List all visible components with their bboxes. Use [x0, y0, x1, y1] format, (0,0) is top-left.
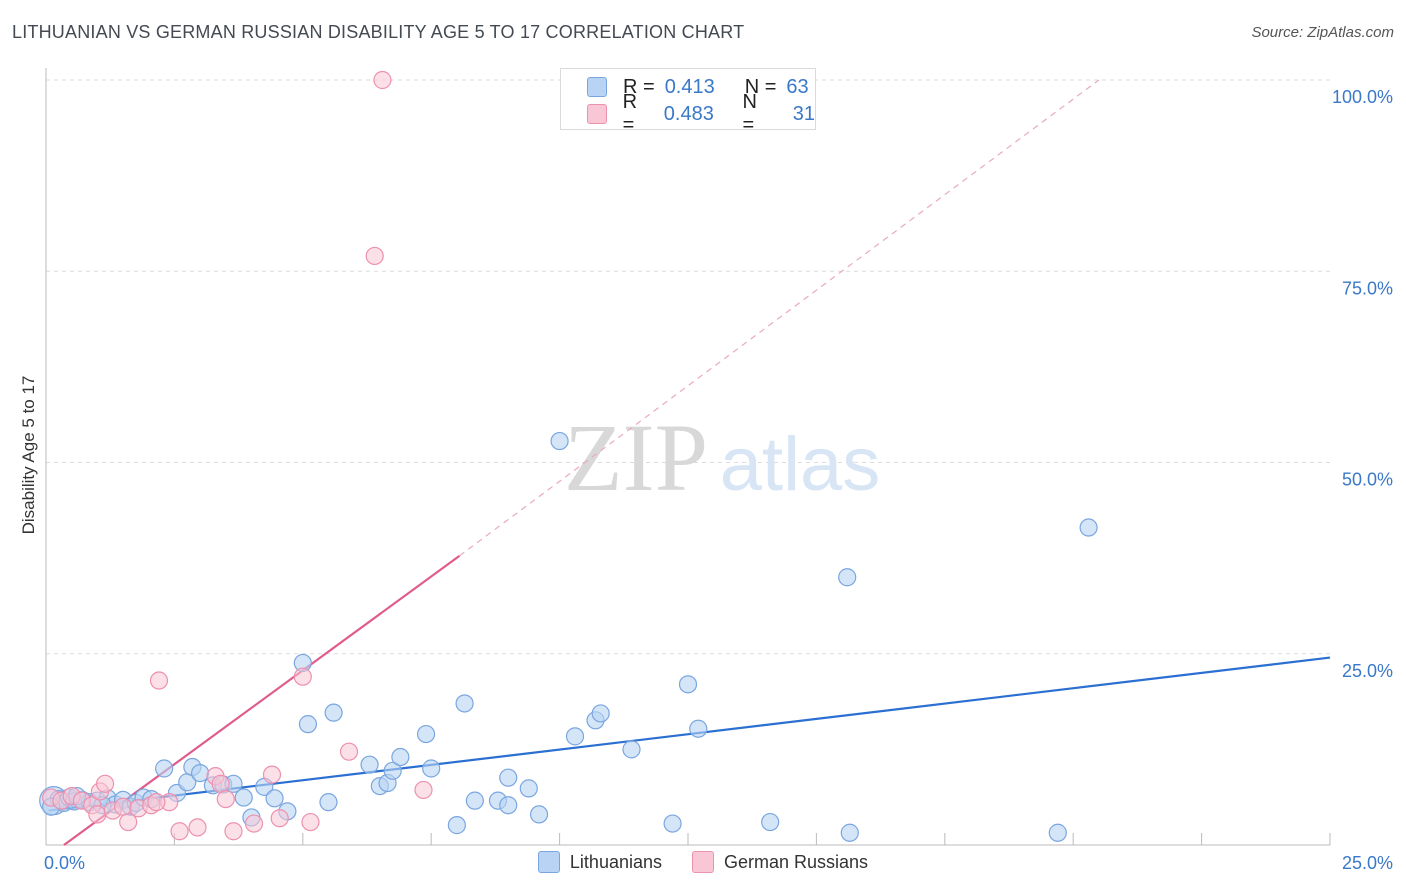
legend-row-lithuanians: R = 0.413 N = 63: [587, 74, 809, 100]
legend-item-lithuanians: Lithuanians: [538, 851, 662, 873]
grid-lines: [46, 80, 1330, 654]
watermark-zip: ZIP: [564, 404, 708, 511]
y-tick-label: 100.0%: [1332, 87, 1393, 107]
point-lithuanians: [531, 806, 548, 823]
series-legend: Lithuanians German Russians: [0, 851, 1406, 873]
point-german-russians: [148, 794, 165, 811]
point-german-russians: [171, 823, 188, 840]
point-lithuanians: [466, 792, 483, 809]
point-lithuanians: [567, 728, 584, 745]
point-german-russians: [115, 798, 132, 815]
point-lithuanians: [361, 756, 378, 773]
legend-row-german-russians: R = 0.483 N = 31: [587, 101, 815, 127]
point-lithuanians: [1049, 824, 1066, 841]
point-lithuanians: [592, 705, 609, 722]
point-lithuanians: [1080, 519, 1097, 536]
point-german-russians: [415, 781, 432, 798]
legend-n-label: N =: [743, 91, 774, 137]
point-german-russians: [97, 775, 114, 792]
point-lithuanians: [623, 741, 640, 758]
series-german-russians: [43, 72, 432, 840]
point-lithuanians: [448, 817, 465, 834]
point-german-russians: [271, 810, 288, 827]
legend-r-label: R =: [623, 91, 654, 137]
point-lithuanians: [551, 433, 568, 450]
point-lithuanians: [192, 765, 209, 782]
y-tick-label: 75.0%: [1342, 278, 1393, 298]
point-german-russians: [189, 819, 206, 836]
point-lithuanians: [392, 749, 409, 766]
legend-swatch-blue: [587, 77, 607, 97]
point-german-russians: [217, 791, 234, 808]
point-german-russians: [341, 743, 358, 760]
point-german-russians: [150, 672, 167, 689]
point-german-russians: [212, 775, 229, 792]
legend-label-lithuanians: Lithuanians: [570, 852, 662, 873]
point-lithuanians: [500, 769, 517, 786]
scatter-chart: ZIP atlas 25.0%50.0%75.0%100.0%0.0% 25.0%…: [0, 0, 1406, 892]
point-lithuanians: [325, 704, 342, 721]
legend-swatch-pink: [587, 104, 607, 124]
y-axis-title: Disability Age 5 to 17: [19, 376, 38, 535]
legend-swatch-blue: [538, 851, 560, 873]
y-tick-label: 25.0%: [1342, 661, 1393, 681]
point-lithuanians: [423, 760, 440, 777]
correlation-legend: R = 0.413 N = 63 R = 0.483 N = 31: [560, 68, 816, 130]
point-german-russians: [294, 668, 311, 685]
point-german-russians: [246, 815, 263, 832]
point-lithuanians: [320, 794, 337, 811]
legend-item-german-russians: German Russians: [692, 851, 868, 873]
point-lithuanians: [156, 760, 173, 777]
watermark-atlas: atlas: [720, 422, 881, 507]
point-lithuanians: [418, 726, 435, 743]
point-lithuanians: [266, 790, 283, 807]
point-lithuanians: [456, 695, 473, 712]
point-german-russians: [374, 72, 391, 89]
legend-swatch-pink: [692, 851, 714, 873]
point-lithuanians: [520, 780, 537, 797]
legend-n-value: 63: [786, 76, 808, 99]
point-lithuanians: [235, 789, 252, 806]
y-tick-label: 50.0%: [1342, 470, 1393, 490]
point-lithuanians: [664, 815, 681, 832]
point-lithuanians: [841, 824, 858, 841]
point-lithuanians: [299, 716, 316, 733]
point-german-russians: [89, 806, 106, 823]
point-german-russians: [366, 247, 383, 264]
point-lithuanians: [762, 814, 779, 831]
point-lithuanians: [690, 720, 707, 737]
point-lithuanians: [839, 569, 856, 586]
point-german-russians: [225, 823, 242, 840]
watermark: ZIP atlas: [564, 404, 880, 511]
point-german-russians: [263, 766, 280, 783]
legend-n-value: 31: [784, 103, 815, 126]
point-german-russians: [302, 814, 319, 831]
legend-r-value: 0.413: [665, 76, 735, 99]
legend-r-value: 0.483: [664, 103, 733, 126]
legend-label-german-russians: German Russians: [724, 852, 868, 873]
point-lithuanians: [680, 676, 697, 693]
point-lithuanians: [500, 797, 517, 814]
